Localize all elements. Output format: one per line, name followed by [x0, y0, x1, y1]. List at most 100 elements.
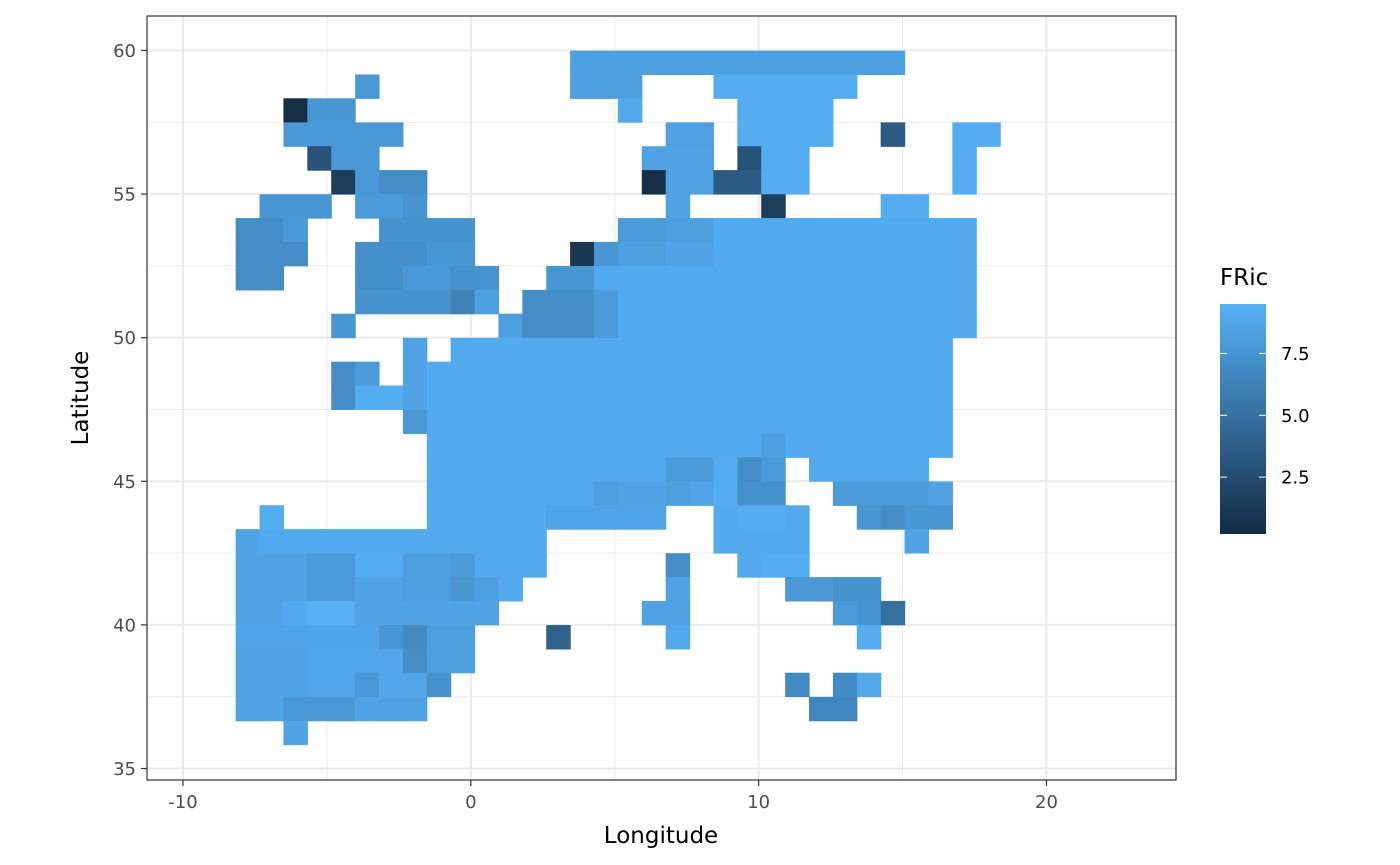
heatmap-cell [737, 146, 762, 171]
heatmap-cell [737, 122, 834, 147]
x-tick-label: -10 [168, 792, 197, 813]
heatmap-cell [928, 481, 953, 506]
heatmap-cells [235, 50, 1001, 746]
legend-title: FRic [1220, 265, 1268, 291]
heatmap-cell [450, 337, 953, 363]
heatmap-cell [737, 481, 786, 506]
heatmap-cell [474, 577, 500, 602]
heatmap-cell [641, 170, 667, 195]
heatmap-cell [689, 481, 715, 506]
heatmap-cell [665, 218, 715, 243]
heatmap-cell [761, 457, 786, 482]
heatmap-cell [665, 122, 715, 147]
heatmap-cell [856, 672, 882, 698]
heatmap-cell [785, 672, 810, 698]
heatmap-cell [617, 241, 667, 267]
heatmap-cell [402, 625, 428, 650]
legend-colorbar [1220, 304, 1266, 534]
heatmap-cell [307, 600, 356, 626]
heatmap-cell [713, 457, 738, 482]
heatmap-cell [785, 433, 953, 458]
y-tick-label: 40 [113, 615, 136, 636]
heatmap-cell [737, 457, 762, 482]
y-tick-label: 35 [113, 759, 136, 780]
heatmap-cell [355, 672, 380, 698]
heatmap-cell [832, 481, 930, 506]
heatmap-cell [737, 98, 834, 123]
heatmap-cell [235, 648, 308, 674]
heatmap-cell [713, 170, 762, 195]
heatmap-cell [832, 672, 858, 698]
heatmap-cell [331, 385, 356, 410]
heatmap-cell [761, 194, 786, 219]
heatmap-cell [832, 600, 858, 626]
heatmap-cell [665, 457, 691, 482]
heatmap-cell [617, 98, 643, 123]
heatmap-cell [235, 218, 285, 243]
heatmap-cell [474, 266, 500, 291]
heatmap-cell [307, 98, 356, 123]
heatmap-cell [426, 457, 691, 482]
heatmap-cell [665, 194, 691, 219]
heatmap-cell [426, 625, 476, 650]
heatmap-cell [856, 625, 882, 650]
heatmap-cell [235, 625, 380, 650]
plot-border [146, 15, 1177, 781]
heatmap-cell [355, 289, 452, 315]
x-tick-label: 20 [1035, 792, 1058, 813]
heatmap-cell [283, 600, 308, 626]
heatmap-cell [283, 218, 308, 243]
heatmap-cell [832, 577, 882, 602]
heatmap-cell [426, 505, 547, 530]
heatmap-cell [402, 577, 452, 602]
heatmap-cell [617, 218, 667, 243]
heatmap-cell [546, 266, 595, 291]
heatmap-cell [474, 289, 500, 315]
heatmap-cell [307, 648, 404, 674]
heatmap-cell [402, 266, 452, 291]
heatmap-cell [426, 433, 762, 458]
heatmap-cell [355, 194, 404, 219]
heatmap-cell [522, 313, 595, 339]
x-axis-ticks: -10 0 10 20 [168, 780, 1058, 813]
heatmap-cell [713, 241, 977, 267]
heatmap-cell [641, 600, 667, 626]
heatmap-cell [426, 648, 476, 674]
heatmap-cell [355, 385, 404, 410]
heatmap-cell [259, 194, 332, 219]
heatmap-cell [665, 170, 715, 195]
heatmap-cell [546, 625, 571, 650]
heatmap-cell [809, 696, 858, 722]
heatmap-cell [880, 122, 906, 147]
heatmap-cell [665, 600, 691, 626]
heatmap-cell [283, 696, 356, 722]
heatmap-cell [307, 146, 332, 171]
heatmap-cell [761, 553, 810, 578]
legend-ticks: 2.5 5.0 7.5 [1220, 344, 1310, 489]
heatmap-cell [235, 672, 308, 698]
heatmap-cell [737, 553, 762, 578]
heatmap-cell [426, 241, 476, 267]
heatmap-cell [235, 696, 285, 722]
heatmap-cell [713, 74, 858, 99]
heatmap-cell [355, 600, 500, 626]
x-tick-label: 10 [747, 792, 770, 813]
heatmap-cell [235, 241, 308, 267]
legend-tick-label: 2.5 [1281, 468, 1310, 489]
heatmap-cell [283, 122, 404, 147]
heatmap-cell [713, 481, 738, 506]
heatmap-cell [570, 50, 906, 76]
heatmap-cell [402, 361, 428, 387]
y-tick-label: 45 [113, 472, 136, 493]
heatmap-cell [235, 600, 285, 626]
heatmap-cell [641, 146, 715, 171]
heatmap-cell [904, 505, 953, 530]
heatmap-cell [952, 122, 1001, 147]
heatmap-cell [259, 529, 547, 554]
heatmap-cell [474, 553, 547, 578]
heatmap-cell [594, 266, 977, 291]
heatmap-cell [307, 553, 356, 578]
heatmap-cell [378, 218, 476, 243]
heatmap-cell [880, 505, 906, 530]
heatmap-cell [378, 672, 428, 698]
